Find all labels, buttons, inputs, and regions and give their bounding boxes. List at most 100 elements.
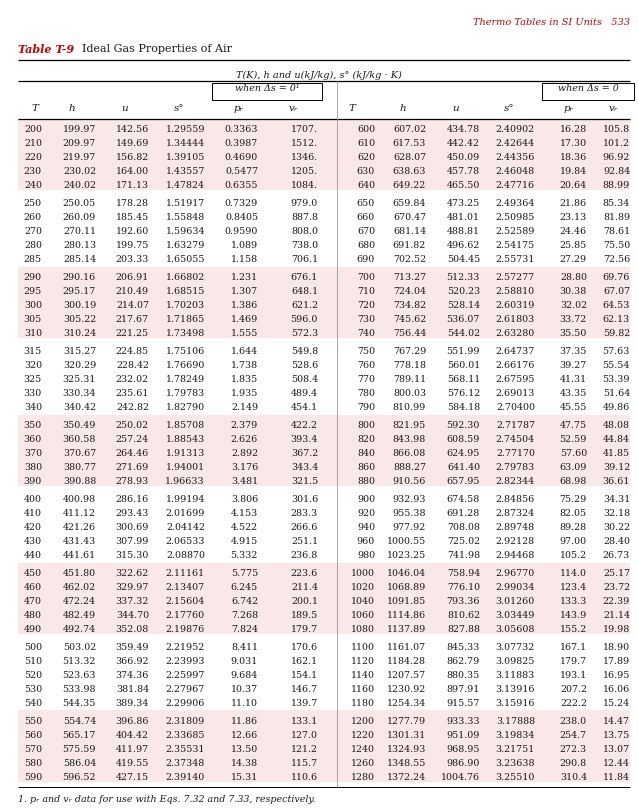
Text: 1301.31: 1301.31 (387, 731, 426, 740)
Text: 53.39: 53.39 (602, 375, 630, 384)
Text: 133.1: 133.1 (291, 717, 318, 726)
Text: 915.57: 915.57 (447, 698, 480, 708)
Text: 986.90: 986.90 (447, 759, 480, 768)
Text: 427.15: 427.15 (116, 773, 149, 782)
Text: 170.6: 170.6 (291, 643, 318, 652)
Text: 266.6: 266.6 (291, 523, 318, 532)
Text: 16.95: 16.95 (603, 671, 630, 680)
Text: s°: s° (503, 104, 514, 113)
Text: 1004.76: 1004.76 (441, 773, 480, 782)
Text: 575.59: 575.59 (63, 744, 96, 754)
Text: 207.2: 207.2 (560, 684, 587, 693)
Text: vᵣ: vᵣ (608, 104, 618, 113)
Text: 540: 540 (24, 698, 42, 708)
Text: 270.11: 270.11 (63, 227, 96, 237)
Text: 676.1: 676.1 (291, 273, 318, 283)
Bar (18, 119, 630, 190)
Text: 544.02: 544.02 (447, 329, 480, 338)
Text: 1346.: 1346. (291, 153, 318, 162)
Text: 9.031: 9.031 (231, 657, 258, 666)
Text: 979.0: 979.0 (291, 199, 318, 208)
Text: 325: 325 (24, 375, 42, 384)
Text: 465.50: 465.50 (447, 181, 480, 190)
Text: 340.42: 340.42 (63, 403, 96, 411)
Text: 10.37: 10.37 (231, 684, 258, 693)
Text: 2.55731: 2.55731 (496, 255, 535, 264)
Text: 2.66176: 2.66176 (496, 361, 535, 370)
Text: 2.49364: 2.49364 (496, 199, 535, 208)
Text: 980: 980 (357, 551, 375, 560)
Text: 1.34444: 1.34444 (166, 139, 205, 148)
Text: 617.53: 617.53 (392, 139, 426, 148)
Text: 1.644: 1.644 (231, 347, 258, 356)
Text: 1240: 1240 (351, 744, 375, 754)
Text: 411.97: 411.97 (116, 744, 149, 754)
Text: 11.84: 11.84 (603, 773, 630, 782)
Text: 381.84: 381.84 (116, 684, 149, 693)
Text: 1.469: 1.469 (231, 315, 258, 324)
Text: 681.14: 681.14 (393, 227, 426, 237)
Text: 560.01: 560.01 (447, 361, 480, 370)
Text: 13.75: 13.75 (603, 731, 630, 740)
Text: 105.8: 105.8 (603, 126, 630, 134)
Text: 343.4: 343.4 (291, 463, 318, 472)
Text: 920: 920 (357, 509, 375, 518)
Text: 23.72: 23.72 (603, 583, 630, 592)
Text: 1.68515: 1.68515 (166, 288, 205, 296)
Text: 28.40: 28.40 (603, 537, 630, 546)
Text: 2.27967: 2.27967 (166, 684, 205, 693)
Text: 780: 780 (357, 389, 375, 398)
Text: 15.31: 15.31 (231, 773, 258, 782)
Text: 310.24: 310.24 (63, 329, 96, 338)
Text: 745.62: 745.62 (393, 315, 426, 324)
Text: 572.3: 572.3 (291, 329, 318, 338)
Text: 286.16: 286.16 (115, 495, 149, 504)
Text: 725.02: 725.02 (447, 537, 480, 546)
Text: 2.892: 2.892 (231, 449, 258, 458)
Text: 57.60: 57.60 (560, 449, 587, 458)
Text: 110.6: 110.6 (291, 773, 318, 782)
Text: 720: 720 (357, 301, 375, 310)
Text: 810.99: 810.99 (393, 403, 426, 411)
Text: 211.4: 211.4 (291, 583, 318, 592)
Text: 2.84856: 2.84856 (496, 495, 535, 504)
Text: 1.65055: 1.65055 (165, 255, 205, 264)
Text: 2.96770: 2.96770 (496, 569, 535, 578)
Text: 48.08: 48.08 (603, 421, 630, 430)
Text: 89.28: 89.28 (560, 523, 587, 532)
Text: 28.80: 28.80 (560, 273, 587, 283)
Text: 1348.55: 1348.55 (387, 759, 426, 768)
Text: 115.7: 115.7 (291, 759, 318, 768)
Text: 14.38: 14.38 (231, 759, 258, 768)
Text: 2.04142: 2.04142 (166, 523, 205, 532)
Text: 321.5: 321.5 (291, 477, 318, 486)
Text: 6.245: 6.245 (231, 583, 258, 592)
Text: 20.64: 20.64 (560, 181, 587, 190)
Text: 320.29: 320.29 (63, 361, 96, 370)
Text: 2.44356: 2.44356 (496, 153, 535, 162)
Text: 19.98: 19.98 (603, 625, 630, 633)
Text: 3.07732: 3.07732 (496, 643, 535, 652)
Text: 210.49: 210.49 (116, 288, 149, 296)
Text: 4.522: 4.522 (231, 523, 258, 532)
Text: 393.4: 393.4 (291, 435, 318, 444)
Text: 2.61803: 2.61803 (496, 315, 535, 324)
Text: 199.75: 199.75 (115, 241, 149, 250)
Text: 2.08870: 2.08870 (166, 551, 205, 560)
Text: 114.0: 114.0 (560, 569, 587, 578)
Text: 278.93: 278.93 (115, 477, 149, 486)
Text: 235.61: 235.61 (115, 389, 149, 398)
Text: 167.1: 167.1 (560, 643, 587, 652)
Text: 250: 250 (24, 199, 42, 208)
Text: 27.29: 27.29 (560, 255, 587, 264)
Text: 3.21751: 3.21751 (496, 744, 535, 754)
Text: 650: 650 (357, 199, 375, 208)
Text: 590: 590 (24, 773, 42, 782)
Text: 2.54175: 2.54175 (496, 241, 535, 250)
Text: 691.82: 691.82 (393, 241, 426, 250)
Text: 1.089: 1.089 (231, 241, 258, 250)
Text: 480: 480 (24, 611, 42, 620)
Text: 734.82: 734.82 (393, 301, 426, 310)
Text: 866.08: 866.08 (393, 449, 426, 458)
Text: 25.85: 25.85 (560, 241, 587, 250)
